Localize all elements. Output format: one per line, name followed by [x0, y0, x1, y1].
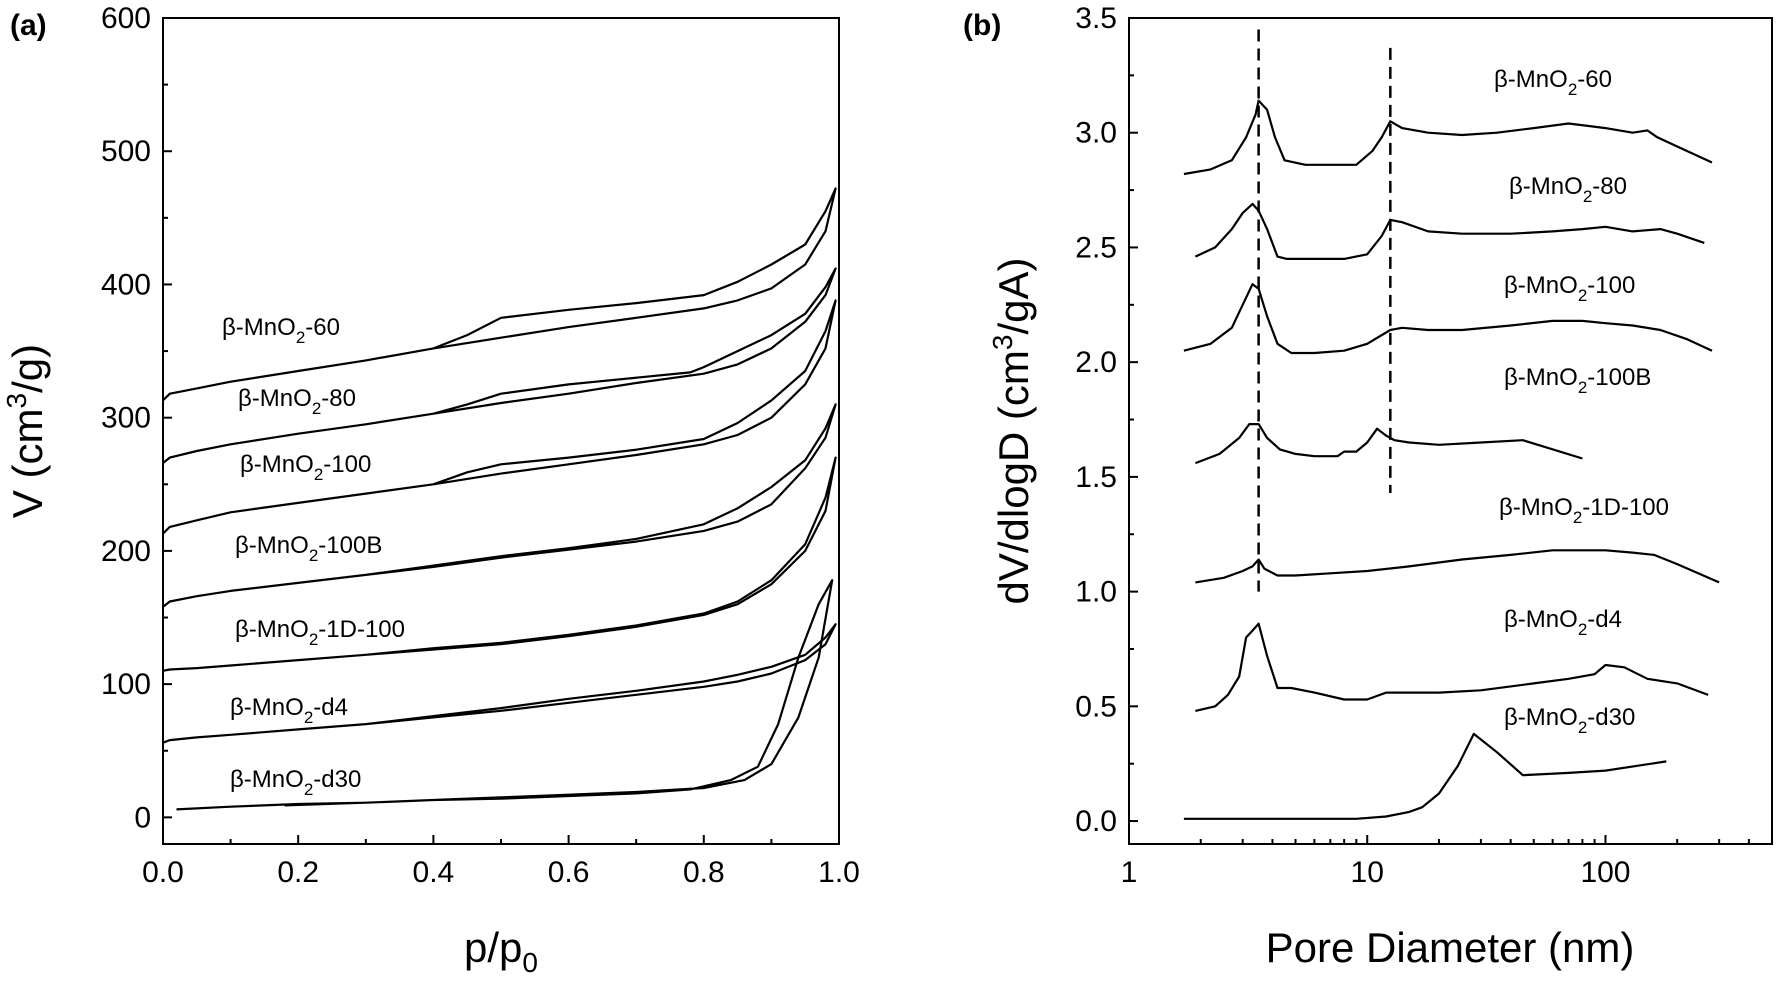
panel-a-series-label: β-MnO2-80	[238, 385, 356, 418]
panel-a-series-line	[176, 579, 834, 811]
panel-a-y-tick-label: 0	[134, 801, 151, 834]
panel-b: (b) 1 10 100 0.0 0.5 1.0 1.5 2.0 2.5 3.0 3.5 β-MnO…	[963, 2, 1773, 971]
panel-a-y-tick-label: 400	[101, 268, 151, 301]
panel-b-series-line	[1183, 283, 1713, 355]
panel-b-series-label: β-MnO2-d4	[1504, 606, 1622, 639]
panel-a-y-tick-label: 300	[101, 402, 151, 435]
panel-a-y-tick-label: 100	[101, 668, 151, 701]
panel-b-series-line	[1194, 202, 1705, 260]
panel-a-x-tick-label: 0.2	[277, 856, 319, 889]
panel-a-series-line	[162, 187, 837, 402]
panel-a-y-tick-label: 600	[101, 2, 151, 35]
panel-b-series-label: β-MnO2-60	[1494, 66, 1612, 99]
panel-a-y-tick-label: 500	[101, 135, 151, 168]
panel-b-y-tick-label: 2.0	[1075, 346, 1117, 379]
panel-a-x-tick-label: 0.8	[683, 856, 725, 889]
panel-a-x-axis-label: p/p0	[464, 924, 538, 978]
panel-b-y-tick-label: 1.0	[1075, 576, 1117, 609]
panel-b-series-label: β-MnO2-100B	[1504, 364, 1651, 397]
panel-a-series	[162, 187, 837, 811]
panel-b-x-tick-label: 10	[1351, 856, 1384, 889]
panel-b-y-tick-label: 3.0	[1075, 117, 1117, 150]
panel-a: (a) 0.0 0.2 0.4 0.6 0.8 1.0 0 100 200 300 400 500 60…	[1, 2, 860, 978]
panel-a-series-label: β-MnO2-60	[222, 314, 340, 347]
panel-b-y-tick-label: 3.5	[1075, 2, 1117, 35]
panel-a-x-tick-label: 0.0	[142, 856, 184, 889]
panel-a-series-line	[162, 456, 837, 672]
panel-b-series-line	[1195, 549, 1720, 584]
panel-a-series-line	[162, 623, 837, 744]
panel-b-series-label: β-MnO2-80	[1509, 173, 1627, 206]
panel-a-series-labels: β-MnO2-60 β-MnO2-80 β-MnO2-100 β-MnO2-100B β…	[222, 314, 405, 799]
panel-a-x-tick-label: 1.0	[818, 856, 860, 889]
panel-a-series-line	[162, 403, 837, 608]
panel-b-x-tick-label: 1	[1121, 856, 1138, 889]
panel-b-series-line	[1183, 732, 1667, 820]
panel-b-x-axis-label: Pore Diameter (nm)	[1266, 924, 1635, 971]
panel-a-y-axis-label: V (cm3/g)	[1, 344, 51, 518]
panel-b-series-line	[1183, 99, 1713, 176]
panel-a-series-label: β-MnO2-100B	[235, 532, 382, 565]
panel-b-ticks: 1 10 100 0.0 0.5 1.0 1.5 2.0 2.5 3.0 3.5	[1075, 2, 1773, 889]
panel-b-y-tick-label: 0.5	[1075, 690, 1117, 723]
panel-b-y-tick-label: 2.5	[1075, 231, 1117, 264]
panel-b-y-axis-label: dV/dlogD (cm3/gA)	[987, 257, 1037, 604]
panel-b-series-label: β-MnO2-d30	[1504, 704, 1635, 737]
panel-a-series-label: β-MnO2-1D-100	[235, 616, 405, 649]
panel-b-x-tick-label: 100	[1580, 856, 1630, 889]
panel-b-y-tick-label: 1.5	[1075, 461, 1117, 494]
panel-a-series-label: β-MnO2-d30	[230, 766, 361, 799]
panel-b-series-line	[1195, 423, 1583, 465]
panel-a-series-line	[162, 299, 837, 535]
panel-a-x-tick-label: 0.4	[413, 856, 455, 889]
panel-b-reference-lines	[1257, 29, 1392, 592]
panel-a-series-label: β-MnO2-100	[240, 451, 371, 484]
panel-a-label: (a)	[10, 9, 47, 42]
panel-b-label: (b)	[963, 9, 1001, 42]
panel-b-series-labels: β-MnO2-60 β-MnO2-80 β-MnO2-100 β-MnO2-100B β…	[1494, 66, 1669, 737]
panel-a-x-tick-label: 0.6	[548, 856, 590, 889]
panel-b-series-line	[1195, 622, 1709, 712]
panel-a-series-line	[162, 267, 837, 464]
panel-b-series-label: β-MnO2-100	[1504, 272, 1635, 305]
panel-a-series-label: β-MnO2-d4	[230, 694, 348, 727]
panel-a-y-tick-label: 200	[101, 535, 151, 568]
panel-b-y-tick-label: 0.0	[1075, 805, 1117, 838]
panel-b-series-label: β-MnO2-1D-100	[1499, 494, 1669, 527]
panel-b-frame	[1128, 17, 1773, 845]
panel-a-ticks: 0.0 0.2 0.4 0.6 0.8 1.0 0 100 200 300 400 500 600	[101, 2, 860, 889]
panel-b-series	[1183, 99, 1720, 820]
